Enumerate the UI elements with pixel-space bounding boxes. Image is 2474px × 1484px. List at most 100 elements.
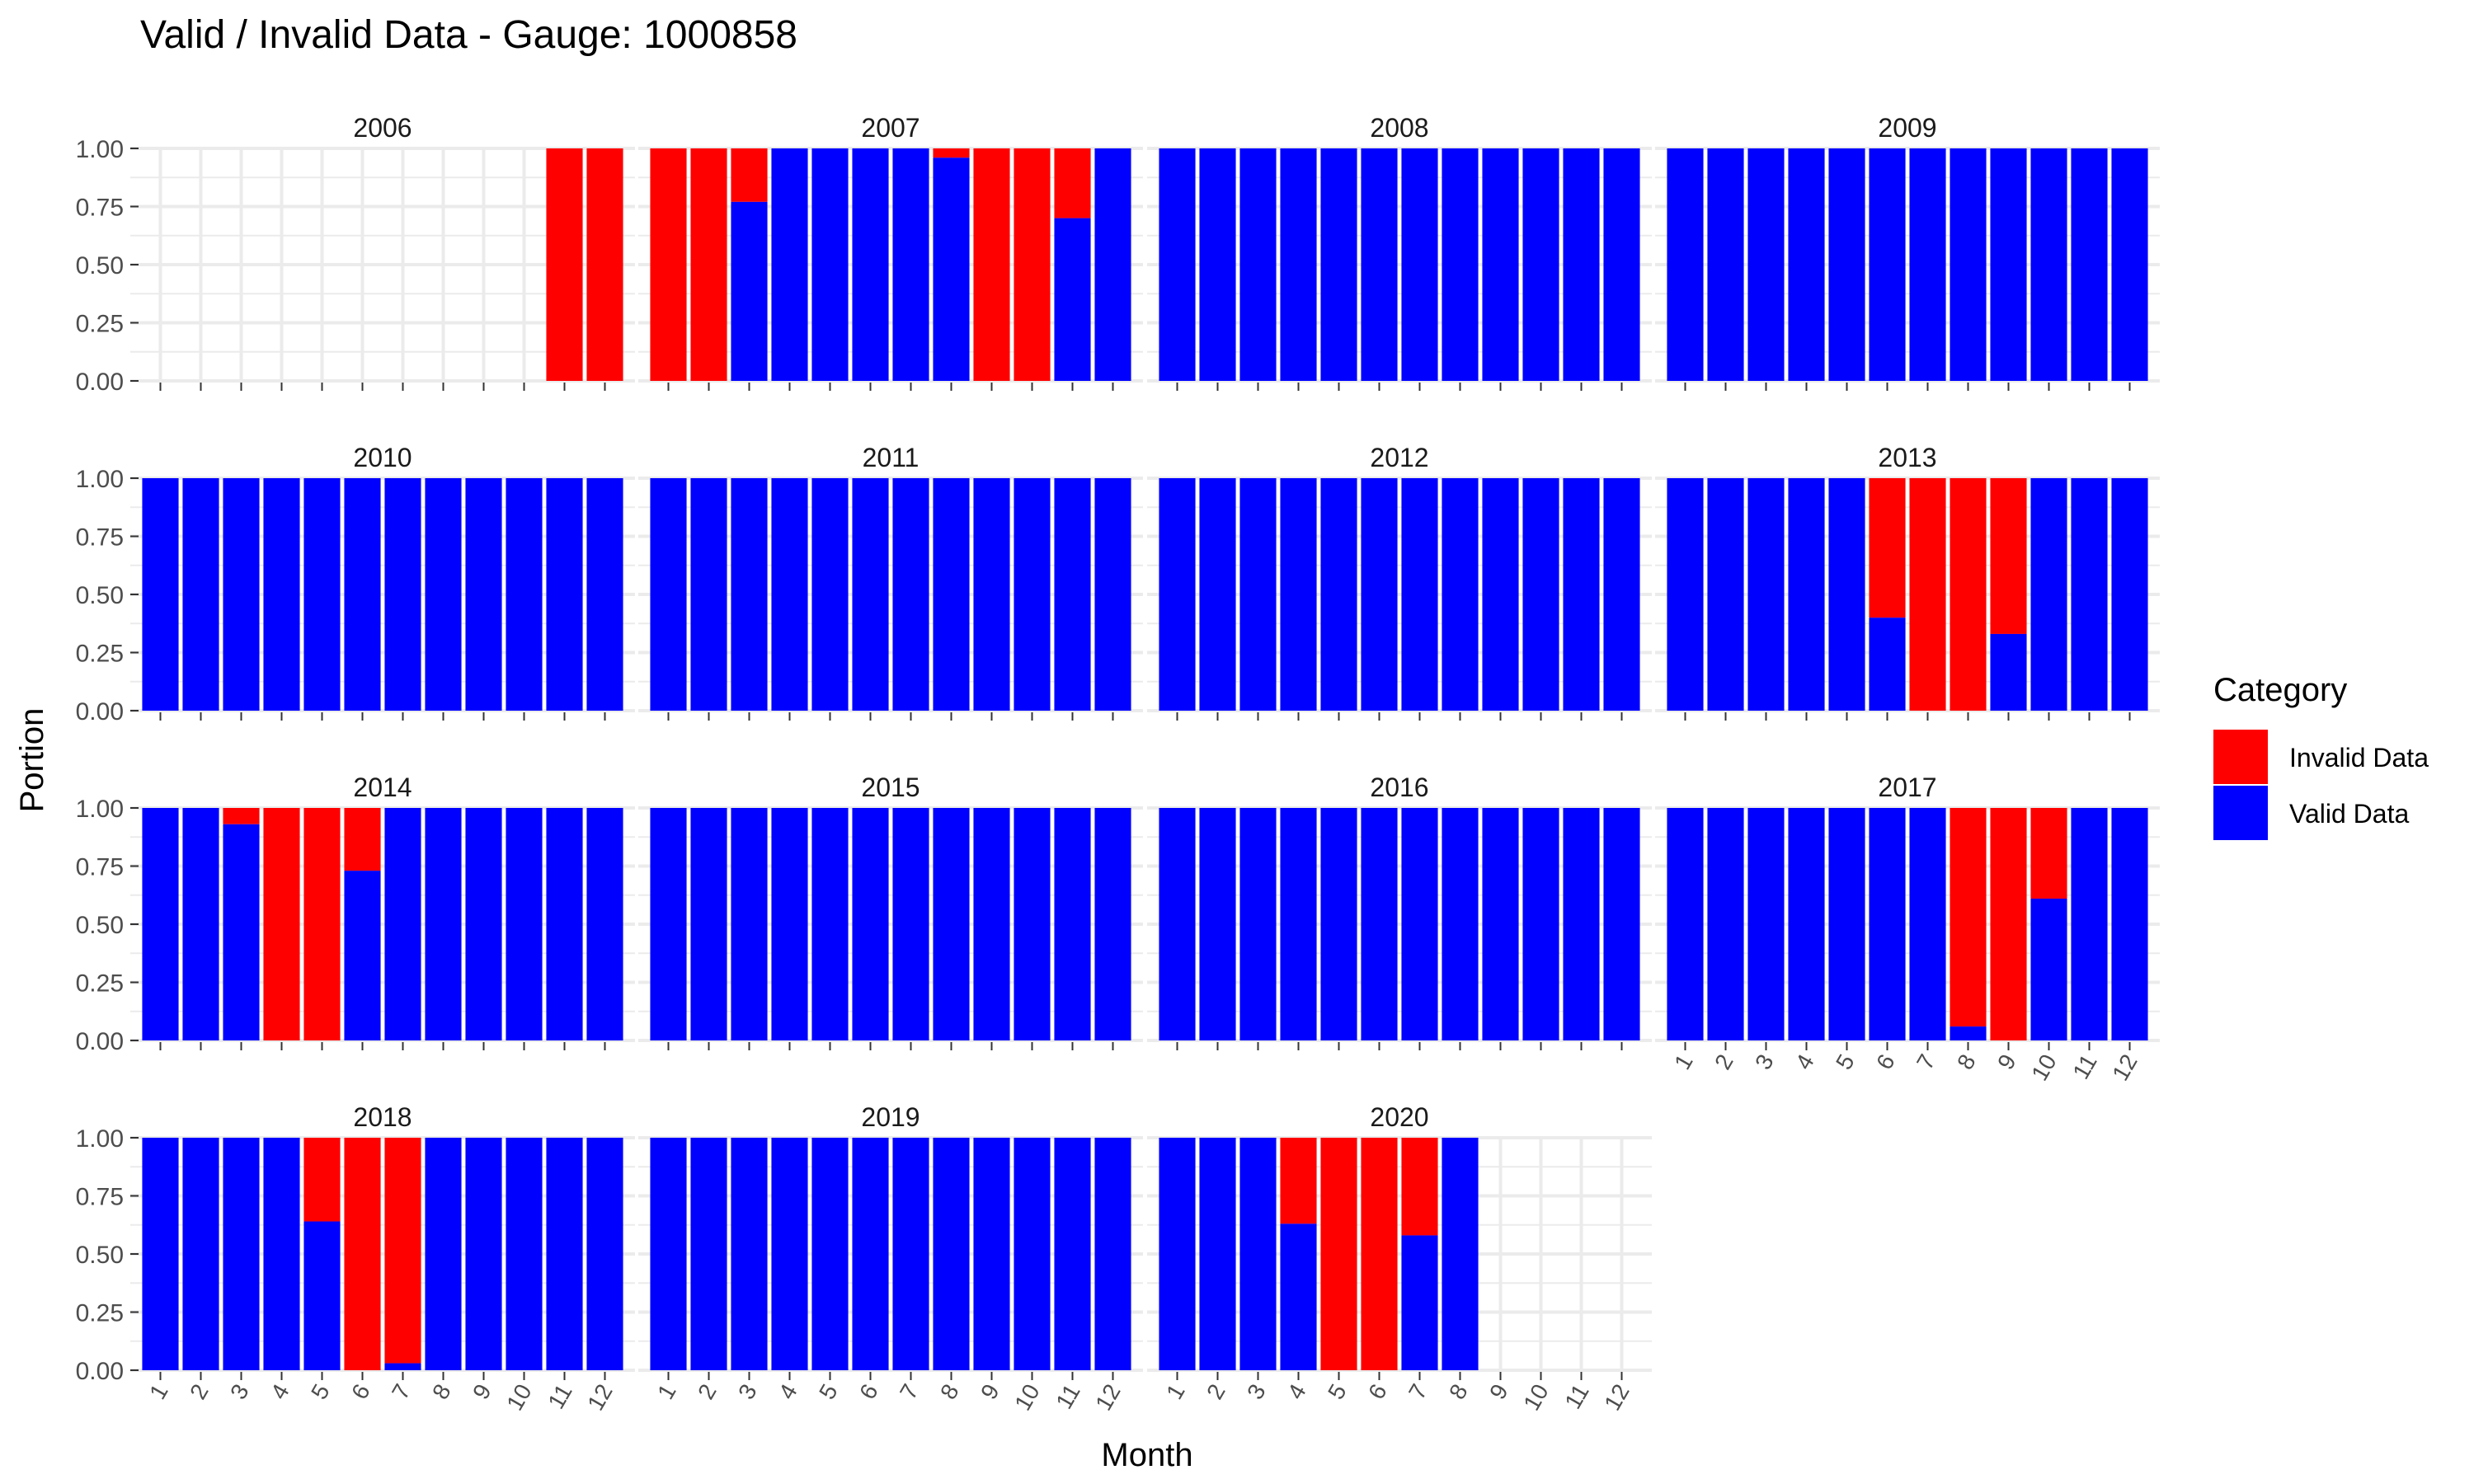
bar-valid-2018-12	[586, 1138, 623, 1370]
bar-valid-2015-7	[892, 808, 929, 1040]
bar-valid-2008-5	[1320, 148, 1357, 381]
bar-valid-2013-2	[1707, 478, 1744, 711]
bar-valid-2010-10	[506, 478, 543, 711]
y-tick-label: 0.50	[76, 912, 124, 939]
y-tick-label: 0.50	[76, 1242, 124, 1269]
bar-valid-2010-3	[223, 478, 260, 711]
bar-valid-2011-5	[811, 478, 849, 711]
bar-valid-2013-6	[1869, 618, 1906, 711]
y-axis-title: Portion	[14, 708, 50, 813]
bar-valid-2009-12	[2111, 148, 2148, 381]
bar-valid-2016-1	[1159, 808, 1196, 1040]
bar-valid-2010-7	[384, 478, 421, 711]
x-tick-label: 10	[2026, 1050, 2061, 1085]
y-tick-label: 0.50	[76, 252, 124, 279]
y-tick-label: 1.00	[76, 136, 124, 163]
y-tick-label: 0.25	[76, 641, 124, 668]
bar-valid-2015-12	[1094, 808, 1131, 1040]
facet-strip-label: 2020	[1370, 1102, 1428, 1132]
x-tick-label: 3	[1750, 1050, 1779, 1074]
bar-valid-2007-4	[771, 148, 808, 381]
bar-valid-2020-3	[1239, 1138, 1277, 1370]
bar-valid-2014-1	[142, 808, 179, 1040]
bar-invalid-2014-3	[223, 808, 260, 824]
x-tick-label: 7	[387, 1380, 416, 1404]
y-tick-label: 0.75	[76, 524, 124, 552]
bar-valid-2007-7	[892, 148, 929, 381]
bar-valid-2019-10	[1014, 1138, 1051, 1370]
bar-valid-2013-3	[1747, 478, 1785, 711]
x-tick-label: 4	[266, 1380, 294, 1404]
bar-valid-2018-1	[142, 1138, 179, 1370]
x-tick-label: 8	[427, 1380, 456, 1404]
bar-valid-2011-1	[650, 478, 687, 711]
bar-valid-2019-8	[933, 1138, 970, 1370]
bar-valid-2018-3	[223, 1138, 260, 1370]
bar-valid-2011-10	[1014, 478, 1051, 711]
bar-valid-2016-6	[1361, 808, 1398, 1040]
bar-invalid-2007-10	[1014, 148, 1051, 381]
bar-valid-2008-1	[1159, 148, 1196, 381]
bar-valid-2012-6	[1361, 478, 1398, 711]
bar-valid-2016-12	[1603, 808, 1640, 1040]
bar-valid-2011-3	[731, 478, 768, 711]
x-tick-label: 11	[543, 1380, 576, 1414]
bar-valid-2015-3	[731, 808, 768, 1040]
facet-panel-2006: 2006 0.00 0.25 0.50 0.75 1.00	[76, 113, 635, 396]
x-tick-label: 7	[1404, 1380, 1432, 1404]
bar-valid-2014-3	[223, 824, 260, 1040]
x-tick-label: 1	[652, 1380, 681, 1404]
bar-valid-2007-8	[933, 157, 970, 381]
bar-valid-2010-12	[586, 478, 623, 711]
bar-invalid-2007-8	[933, 148, 970, 158]
bar-valid-2012-11	[1563, 478, 1600, 711]
bar-invalid-2020-6	[1361, 1138, 1398, 1370]
bar-valid-2013-12	[2111, 478, 2148, 711]
bar-valid-2020-2	[1199, 1138, 1236, 1370]
bar-valid-2018-4	[263, 1138, 300, 1370]
facet-strip-label: 2015	[861, 773, 920, 802]
bar-valid-2008-6	[1361, 148, 1398, 381]
bar-valid-2007-12	[1094, 148, 1131, 381]
bar-valid-2019-9	[973, 1138, 1010, 1370]
bar-valid-2009-7	[1909, 148, 1946, 381]
bar-valid-2013-4	[1788, 478, 1825, 711]
facet-strip-label: 2009	[1878, 113, 1936, 143]
y-tick-label: 0.25	[76, 311, 124, 338]
bar-valid-2011-6	[852, 478, 889, 711]
legend-title: Category	[2213, 672, 2347, 708]
y-tick-label: 0.00	[76, 1358, 124, 1385]
x-tick-label: 6	[1363, 1380, 1392, 1404]
bar-valid-2017-11	[2071, 808, 2108, 1040]
bar-valid-2014-12	[586, 808, 623, 1040]
facet-panel-2011: 2011	[638, 443, 1143, 721]
bar-invalid-2007-2	[690, 148, 727, 381]
x-tick-label: 2	[185, 1380, 214, 1404]
x-tick-label: 10	[501, 1380, 536, 1415]
bar-invalid-2006-11	[546, 148, 583, 381]
x-tick-label: 6	[1871, 1050, 1900, 1074]
bar-valid-2013-9	[1990, 633, 2027, 711]
bar-valid-2008-9	[1482, 148, 1519, 381]
bar-valid-2011-4	[771, 478, 808, 711]
bar-valid-2010-2	[182, 478, 219, 711]
bar-valid-2012-12	[1603, 478, 1640, 711]
x-tick-label: 5	[1831, 1050, 1860, 1074]
x-tick-label: 4	[1790, 1050, 1819, 1074]
bar-valid-2017-4	[1788, 808, 1825, 1040]
bar-valid-2014-10	[506, 808, 543, 1040]
bar-valid-2020-1	[1159, 1138, 1196, 1370]
bar-valid-2020-8	[1442, 1138, 1479, 1370]
facet-strip-label: 2013	[1878, 443, 1936, 472]
bar-valid-2020-4	[1280, 1223, 1317, 1370]
x-tick-label: 6	[346, 1380, 375, 1404]
bar-valid-2018-8	[425, 1138, 462, 1370]
y-tick-label: 0.75	[76, 1184, 124, 1211]
bar-valid-2018-10	[506, 1138, 543, 1370]
x-axis-title: Month	[1101, 1437, 1192, 1473]
bar-valid-2018-5	[303, 1221, 341, 1370]
bar-valid-2016-8	[1442, 808, 1479, 1040]
bar-valid-2009-4	[1788, 148, 1825, 381]
bar-invalid-2017-10	[2030, 808, 2067, 899]
